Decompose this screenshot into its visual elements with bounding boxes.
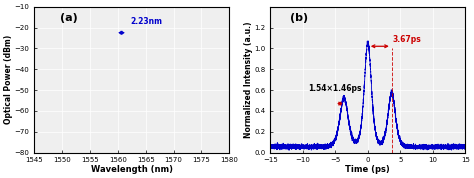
Y-axis label: Optical Power (dBm): Optical Power (dBm) [4, 35, 13, 124]
Text: 3.67ps: 3.67ps [392, 35, 421, 44]
Text: (b): (b) [290, 12, 308, 22]
X-axis label: Wavelength (nm): Wavelength (nm) [91, 165, 173, 174]
X-axis label: Time (ps): Time (ps) [346, 165, 390, 174]
Text: 1.54×1.46ps: 1.54×1.46ps [308, 84, 362, 93]
Text: (a): (a) [60, 12, 77, 22]
Text: 2.23nm: 2.23nm [130, 17, 162, 27]
Y-axis label: Normalized Intensity (a.u.): Normalized Intensity (a.u.) [244, 21, 253, 138]
